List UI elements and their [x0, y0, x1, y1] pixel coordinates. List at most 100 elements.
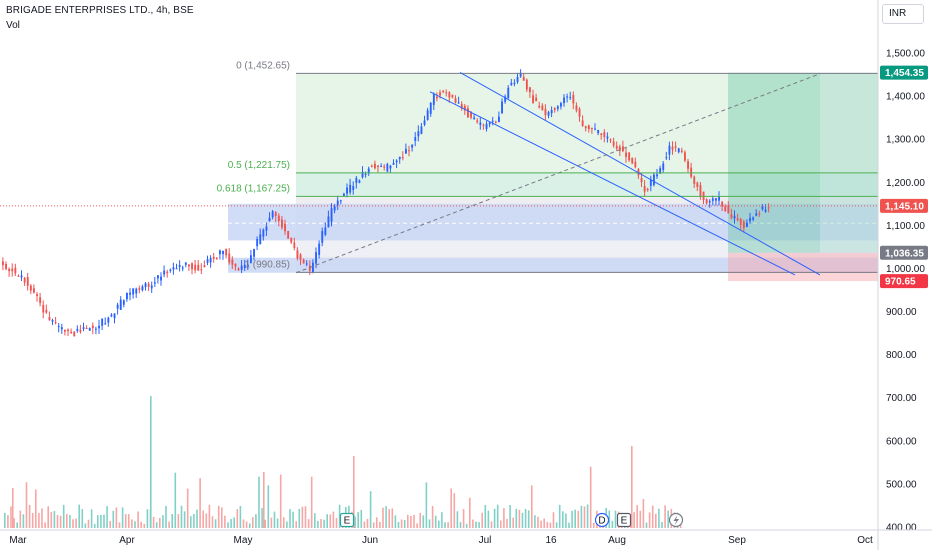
candle-body — [448, 92, 451, 98]
candle-body — [67, 329, 69, 331]
candle-body — [764, 209, 767, 212]
candle-body — [516, 76, 519, 82]
candle-body — [343, 193, 345, 197]
candle-body — [250, 255, 252, 263]
price-tick-label: 1,500.00 — [886, 49, 925, 60]
candle-body — [628, 152, 631, 161]
candle-body — [336, 200, 339, 205]
volume-bar — [28, 504, 31, 528]
candle-body — [594, 128, 596, 130]
currency-button[interactable]: INR — [882, 4, 924, 24]
volume-bar — [276, 518, 279, 528]
volume-bar — [298, 508, 301, 528]
candle-body — [436, 96, 438, 99]
volume-bar — [549, 522, 552, 528]
volume-bar — [41, 508, 43, 528]
fib-label: 1 (990.85) — [244, 259, 290, 270]
candle-body — [550, 110, 553, 114]
candle-body — [476, 120, 479, 123]
candle-body — [287, 231, 290, 239]
candle-body — [572, 94, 575, 104]
candle-body — [116, 304, 119, 309]
volume-bar — [221, 507, 223, 528]
candle-body — [293, 242, 296, 248]
volume-bar — [177, 514, 180, 528]
volume-bar — [121, 507, 124, 528]
volume-bar — [571, 510, 573, 528]
candle-body — [724, 206, 727, 211]
candle-body — [355, 178, 358, 183]
candle-body — [318, 243, 321, 255]
time-tick-label: 16 — [545, 535, 557, 546]
candle-body — [253, 248, 255, 257]
volume-bar — [47, 506, 49, 528]
candle-body — [358, 180, 361, 183]
volume-bar — [159, 517, 161, 528]
volume-bar — [283, 517, 285, 528]
candle-body — [705, 199, 708, 204]
symbol-title[interactable]: BRIGADE ENTERPRISES LTD., 4h, BSE — [6, 5, 194, 16]
candle-body — [603, 132, 606, 137]
candle-body — [584, 126, 587, 129]
candle-body — [482, 124, 485, 126]
volume-bar — [295, 521, 297, 528]
candle-body — [622, 146, 624, 152]
candle-body — [197, 264, 200, 271]
volume-bar — [97, 515, 99, 528]
volume-bar — [462, 509, 465, 528]
candle-body — [547, 112, 550, 116]
candle-body — [281, 219, 283, 228]
candle-body — [532, 95, 534, 104]
volume-bar — [332, 511, 335, 528]
volume-bar — [143, 523, 146, 528]
volume-bar — [69, 515, 71, 528]
candle-body — [324, 227, 327, 235]
volume-bar — [4, 512, 6, 528]
time-axis[interactable]: Mar Apr May Jun Jul 16 Aug Sep Oct — [0, 529, 932, 546]
volume-bar — [416, 523, 418, 528]
candle-body — [110, 314, 113, 317]
volume-bar — [490, 521, 493, 528]
price-tick-label: 1,400.00 — [886, 92, 925, 103]
price-axis[interactable]: 1,500.00 1,400.00 1,300.00 1,200.00 1,100.00… — [877, 0, 925, 550]
volume-bar — [586, 504, 589, 528]
candle-body — [432, 94, 435, 105]
time-tick-label: May — [234, 535, 253, 546]
candle-body — [525, 79, 528, 90]
volume-bar — [19, 510, 22, 528]
candle-body — [739, 219, 742, 225]
volume-bar — [357, 512, 359, 528]
fib-zone-0-05 — [296, 73, 878, 173]
volume-bar — [444, 522, 446, 528]
volume-bar — [59, 515, 62, 528]
candle-body — [98, 325, 100, 329]
candle-body — [569, 97, 572, 99]
volume-bar — [614, 510, 617, 528]
volume-bar — [642, 499, 645, 528]
volume-bar — [224, 515, 226, 528]
candle-body — [2, 261, 4, 266]
volume-bar — [639, 510, 642, 528]
candle-body — [718, 196, 720, 201]
candle-body — [411, 144, 414, 148]
candle-body — [665, 157, 668, 159]
candle-body — [36, 294, 38, 296]
candle-body — [194, 264, 197, 271]
volume-bar — [425, 482, 428, 528]
candle-body — [451, 94, 454, 98]
candle-body — [42, 305, 45, 313]
candle-body — [259, 234, 262, 245]
candle-body — [491, 120, 494, 122]
volume-bar — [419, 513, 421, 528]
dividend-marker — [594, 512, 610, 528]
event-marker-label: E — [621, 516, 628, 527]
candle-body — [73, 331, 76, 336]
time-tick-label: Sep — [728, 535, 746, 546]
candle-body — [88, 328, 91, 331]
candle-body — [237, 268, 240, 271]
candle-body — [401, 157, 404, 159]
volume-bar — [118, 522, 121, 528]
volume-bar — [31, 513, 34, 528]
candle-body — [222, 250, 224, 255]
